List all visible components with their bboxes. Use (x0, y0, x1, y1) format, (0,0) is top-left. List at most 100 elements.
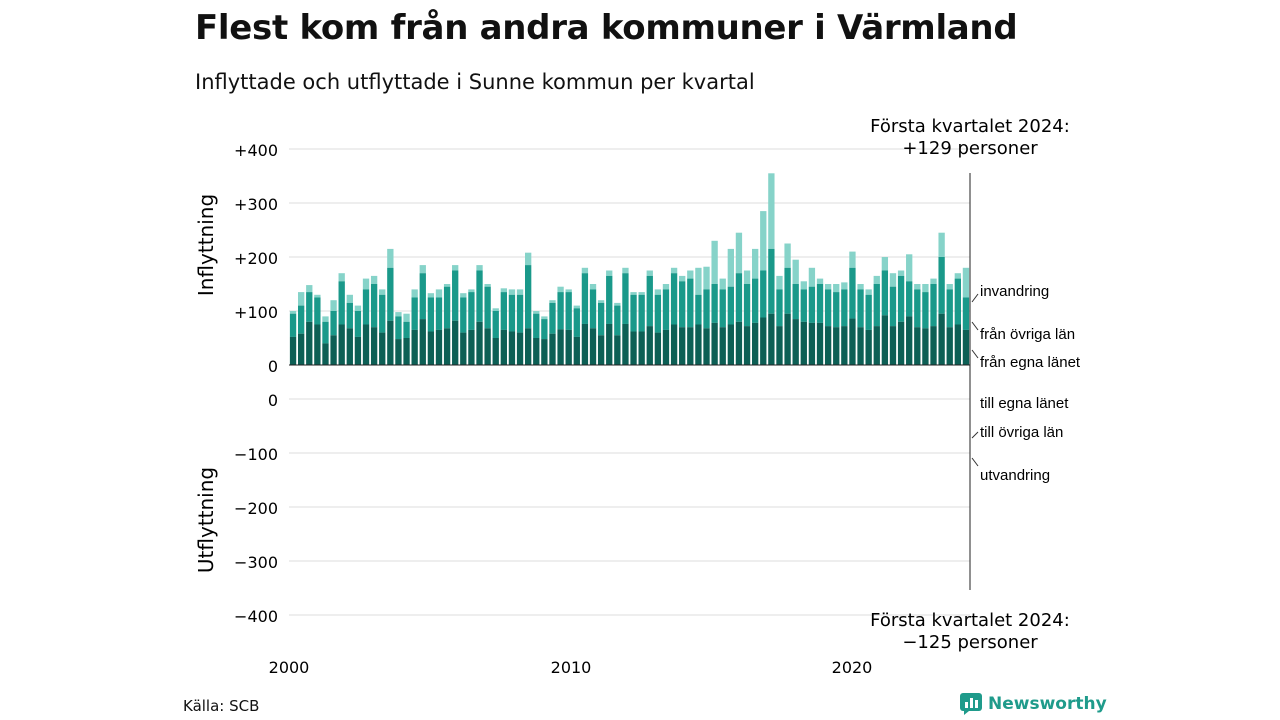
bar-fran-egna-lanet (873, 326, 880, 365)
bar-fran-egna-lanet (362, 324, 370, 365)
bar-fran-ovriga-lan (346, 302, 353, 329)
bar-fran-egna-lanet (679, 327, 686, 365)
bar-fran-egna-lanet (662, 329, 670, 365)
y-tick-out-200: −200 (234, 499, 278, 518)
bar-invandring (776, 275, 783, 290)
bar-fran-ovriga-lan (833, 292, 840, 328)
bar-fran-ovriga-lan (760, 270, 767, 318)
bar-fran-egna-lanet (452, 320, 459, 365)
bar-fran-egna-lanet (419, 319, 426, 365)
bar-invandring (670, 267, 678, 274)
bar-fran-egna-lanet (849, 318, 856, 365)
bar-fran-egna-lanet (541, 339, 548, 365)
bar-fran-egna-lanet (881, 315, 889, 365)
bar-fran-egna-lanet (711, 322, 718, 365)
bar-invandring (468, 289, 475, 293)
bar-invandring (500, 288, 507, 293)
chart-subtitle: Inflyttade och utflyttade i Sunne kommun… (195, 70, 755, 94)
bar-fran-ovriga-lan (468, 292, 475, 330)
bar-fran-ovriga-lan (435, 297, 443, 330)
bar-invandring (922, 284, 929, 293)
bar-invandring (654, 289, 662, 295)
bar-invandring (346, 294, 353, 303)
bar-invandring (808, 267, 816, 287)
bar-invandring (954, 273, 961, 279)
bar-fran-ovriga-lan (500, 292, 507, 330)
bar-fran-egna-lanet (922, 328, 929, 365)
bar-invandring (419, 265, 426, 274)
bar-invandring (443, 284, 451, 287)
bar-fran-egna-lanet (322, 343, 329, 365)
bar-invandring (719, 278, 726, 290)
bar-fran-ovriga-lan (873, 284, 880, 327)
bar-fran-egna-lanet (500, 329, 507, 365)
bar-fran-ovriga-lan (922, 292, 929, 329)
bar-fran-egna-lanet (346, 328, 353, 365)
bar-fran-egna-lanet (857, 327, 864, 365)
bar-fran-egna-lanet (411, 329, 418, 365)
bar-fran-ovriga-lan (719, 289, 726, 328)
bar-fran-egna-lanet (938, 313, 945, 365)
y-tick-out-0: 0 (268, 391, 278, 410)
bar-invandring (387, 248, 394, 268)
bar-fran-ovriga-lan (362, 289, 370, 325)
source-note: Källa: SCB (183, 697, 260, 715)
bar-fran-ovriga-lan (711, 284, 718, 323)
bar-fran-ovriga-lan (516, 294, 524, 333)
bar-fran-ovriga-lan (476, 270, 483, 322)
bar-fran-ovriga-lan (411, 297, 418, 330)
bar-fran-ovriga-lan (816, 284, 824, 323)
bar-fran-egna-lanet (930, 326, 937, 365)
bar-fran-ovriga-lan (946, 289, 953, 328)
bar-fran-egna-lanet (841, 326, 848, 365)
bar-fran-egna-lanet (435, 329, 443, 365)
bar-fran-egna-lanet (695, 324, 702, 365)
bar-fran-ovriga-lan (849, 267, 856, 319)
bar-invandring (833, 284, 840, 293)
y-tick-in-300: +300 (234, 195, 278, 214)
bar-fran-egna-lanet (597, 335, 605, 365)
bar-fran-ovriga-lan (606, 275, 613, 324)
bar-invandring (687, 270, 694, 279)
bar-fran-egna-lanet (557, 329, 564, 365)
bar-fran-egna-lanet (581, 323, 589, 365)
bar-fran-ovriga-lan (403, 321, 410, 338)
legend-label-invandring: invandring (980, 283, 1049, 300)
bar-fran-egna-lanet (906, 316, 913, 365)
bar-invandring (914, 284, 921, 290)
annotation-outflow-line2: −125 personer (902, 632, 1038, 653)
bar-invandring (306, 285, 313, 293)
bar-fran-egna-lanet (914, 327, 921, 365)
y-tick-out-300: −300 (234, 553, 278, 572)
bar-invandring (492, 308, 499, 311)
y-tick-in-400: +400 (234, 141, 278, 160)
y-axis-label-inflow: Inflyttning (194, 194, 218, 296)
bar-invandring (703, 266, 710, 290)
bar-invandring (354, 305, 362, 311)
bar-fran-egna-lanet (800, 321, 807, 365)
bar-fran-ovriga-lan (630, 294, 637, 332)
bar-fran-egna-lanet (760, 317, 767, 365)
bar-fran-ovriga-lan (881, 270, 889, 316)
bar-fran-ovriga-lan (954, 278, 961, 325)
legend-inflow: invandring från övriga län från egna län… (971, 283, 1081, 371)
bar-fran-egna-lanet (824, 326, 832, 365)
bar-invandring (452, 265, 459, 271)
bar-fran-ovriga-lan (492, 311, 499, 338)
bar-fran-ovriga-lan (646, 275, 653, 327)
bar-fran-egna-lanet (330, 335, 337, 365)
bar-invandring (606, 270, 613, 276)
bar-fran-egna-lanet (784, 313, 791, 365)
bar-fran-ovriga-lan (865, 294, 872, 330)
bar-fran-ovriga-lan (622, 273, 629, 324)
bar-invandring (508, 289, 516, 295)
bar-invandring (962, 267, 970, 298)
bar-fran-egna-lanet (776, 326, 783, 365)
bar-fran-egna-lanet (833, 327, 840, 365)
bar-fran-egna-lanet (865, 329, 872, 365)
bar-fran-ovriga-lan (897, 275, 905, 322)
bar-fran-egna-lanet (703, 328, 710, 365)
bar-fran-ovriga-lan (614, 305, 621, 336)
bar-fran-egna-lanet (573, 336, 580, 365)
bar-invandring (865, 289, 872, 295)
